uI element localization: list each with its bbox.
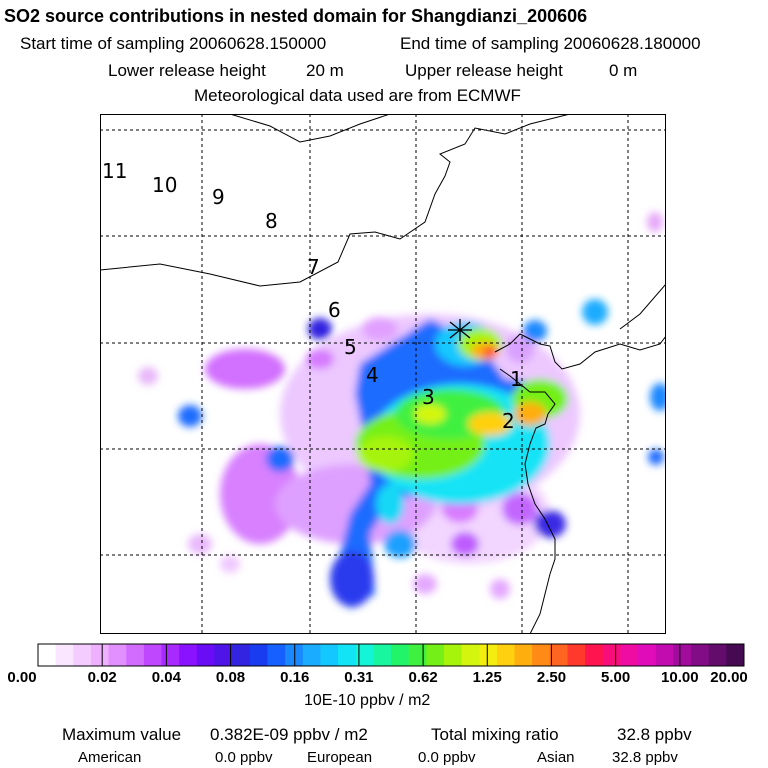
- colorbar-swatch: [338, 644, 357, 666]
- colorbar-swatch: [514, 644, 533, 666]
- colorbar-tick-label: 2.50: [536, 669, 567, 686]
- colorbar-swatch: [90, 644, 110, 666]
- colorbar-tick-label: 0.00: [7, 669, 37, 686]
- time-label: 8: [265, 209, 278, 233]
- colorbar-swatch: [73, 644, 92, 666]
- colorbar-swatch: [708, 644, 727, 666]
- maximum-value: 0.382E-09 ppbv / m2: [210, 725, 368, 744]
- colorbar-unit: 10E-10 ppbv / m2: [304, 692, 431, 709]
- colorbar-swatch: [161, 644, 180, 666]
- color-scale-bar: [37, 643, 745, 667]
- colorbar-swatch: [461, 644, 480, 666]
- upper-release-value: 0 m: [609, 61, 638, 80]
- colorbar-swatch: [443, 644, 463, 666]
- time-label: 7: [307, 255, 320, 279]
- asterisk-icon: [448, 319, 472, 341]
- maximum-value-label: Maximum value: [62, 725, 182, 744]
- colorbar-tick-label: 10.00: [661, 669, 699, 686]
- time-label: 4: [366, 363, 379, 387]
- colorbar-swatch: [691, 644, 710, 666]
- time-label: 5: [344, 335, 357, 359]
- colorbar-swatch: [479, 644, 498, 666]
- region-name: Asian: [537, 749, 575, 766]
- colorbar-swatch: [355, 644, 374, 666]
- colorbar-swatch: [320, 644, 339, 666]
- lower-release-value: 20 m: [306, 61, 344, 80]
- colorbar-swatch: [373, 644, 392, 666]
- colorbar-swatch: [249, 644, 268, 666]
- total-mixing-label: Total mixing ratio: [431, 725, 559, 744]
- region-value: 0.0 ppbv: [418, 749, 476, 766]
- colorbar-swatch: [602, 644, 621, 666]
- colorbar-swatch: [726, 644, 745, 666]
- colorbar-swatch: [585, 644, 604, 666]
- colorbar-swatch: [126, 644, 145, 666]
- colorbar-swatch: [496, 644, 516, 666]
- colorbar-swatch: [232, 644, 251, 666]
- time-label: 2: [502, 409, 515, 433]
- region-name: American: [78, 749, 142, 766]
- colorbar-swatch: [673, 644, 692, 666]
- colorbar-swatch: [408, 644, 427, 666]
- region-value: 32.8 ppbv: [612, 749, 678, 766]
- time-label: 9: [212, 185, 225, 209]
- colorbar-swatch: [38, 644, 57, 666]
- colorbar-tick-label: 0.31: [344, 669, 374, 686]
- colorbar-tick-label: 0.02: [87, 669, 117, 686]
- colorbar-tick-label: 1.25: [472, 669, 502, 686]
- colorbar-swatch: [179, 644, 198, 666]
- region-value: 0.0 ppbv: [215, 749, 273, 766]
- colorbar-swatch: [655, 644, 674, 666]
- upper-release-label: Upper release height: [405, 61, 563, 80]
- map-title: SO2 source contributions in nested domai…: [4, 6, 588, 26]
- region-name: European: [307, 749, 373, 766]
- colorbar-swatch: [267, 644, 286, 666]
- colorbar-swatch: [549, 644, 568, 666]
- start-time: Start time of sampling 20060628.150000: [20, 34, 327, 53]
- colorbar-swatch: [426, 644, 445, 666]
- coastlines: [100, 114, 666, 634]
- time-label: 10: [152, 173, 177, 197]
- time-label: 11: [102, 159, 127, 183]
- colorbar-swatch: [391, 644, 410, 666]
- colorbar-tick-label: 5.00: [601, 669, 631, 686]
- time-label: 6: [328, 298, 341, 322]
- colorbar-tick-label: 0.08: [215, 669, 246, 686]
- colorbar-swatch: [214, 644, 233, 666]
- time-label: 3: [422, 385, 435, 409]
- time-label: 1: [510, 367, 523, 391]
- end-time: End time of sampling 20060628.180000: [400, 34, 701, 53]
- colorbar-tick-label: 0.16: [280, 669, 310, 686]
- lower-release-label: Lower release height: [108, 61, 266, 80]
- colorbar-swatch: [143, 644, 163, 666]
- colorbar-swatch: [532, 644, 551, 666]
- colorbar-swatch: [285, 644, 304, 666]
- total-mixing-value: 32.8 ppbv: [617, 725, 692, 744]
- colorbar-border: [37, 643, 745, 667]
- plume-field: [138, 212, 666, 609]
- colorbar-swatch: [567, 644, 586, 666]
- colorbar-tick-label: 20.00: [710, 669, 748, 686]
- colorbar-swatch: [620, 644, 639, 666]
- grid-lines: [100, 114, 666, 634]
- colorbar-tick-label: 0.62: [408, 669, 438, 686]
- colorbar-swatch: [638, 644, 657, 666]
- concentration-map: 11 10 9 8 7 6 5 4 3 2 1: [100, 114, 666, 634]
- colorbar-swatch: [196, 644, 215, 666]
- colorbar-swatch: [302, 644, 321, 666]
- colorbar-swatch: [55, 644, 74, 666]
- met-data-note: Meteorological data used are from ECMWF: [194, 86, 521, 105]
- colorbar-tick-label: 0.04: [151, 669, 181, 686]
- colorbar-swatch: [108, 644, 127, 666]
